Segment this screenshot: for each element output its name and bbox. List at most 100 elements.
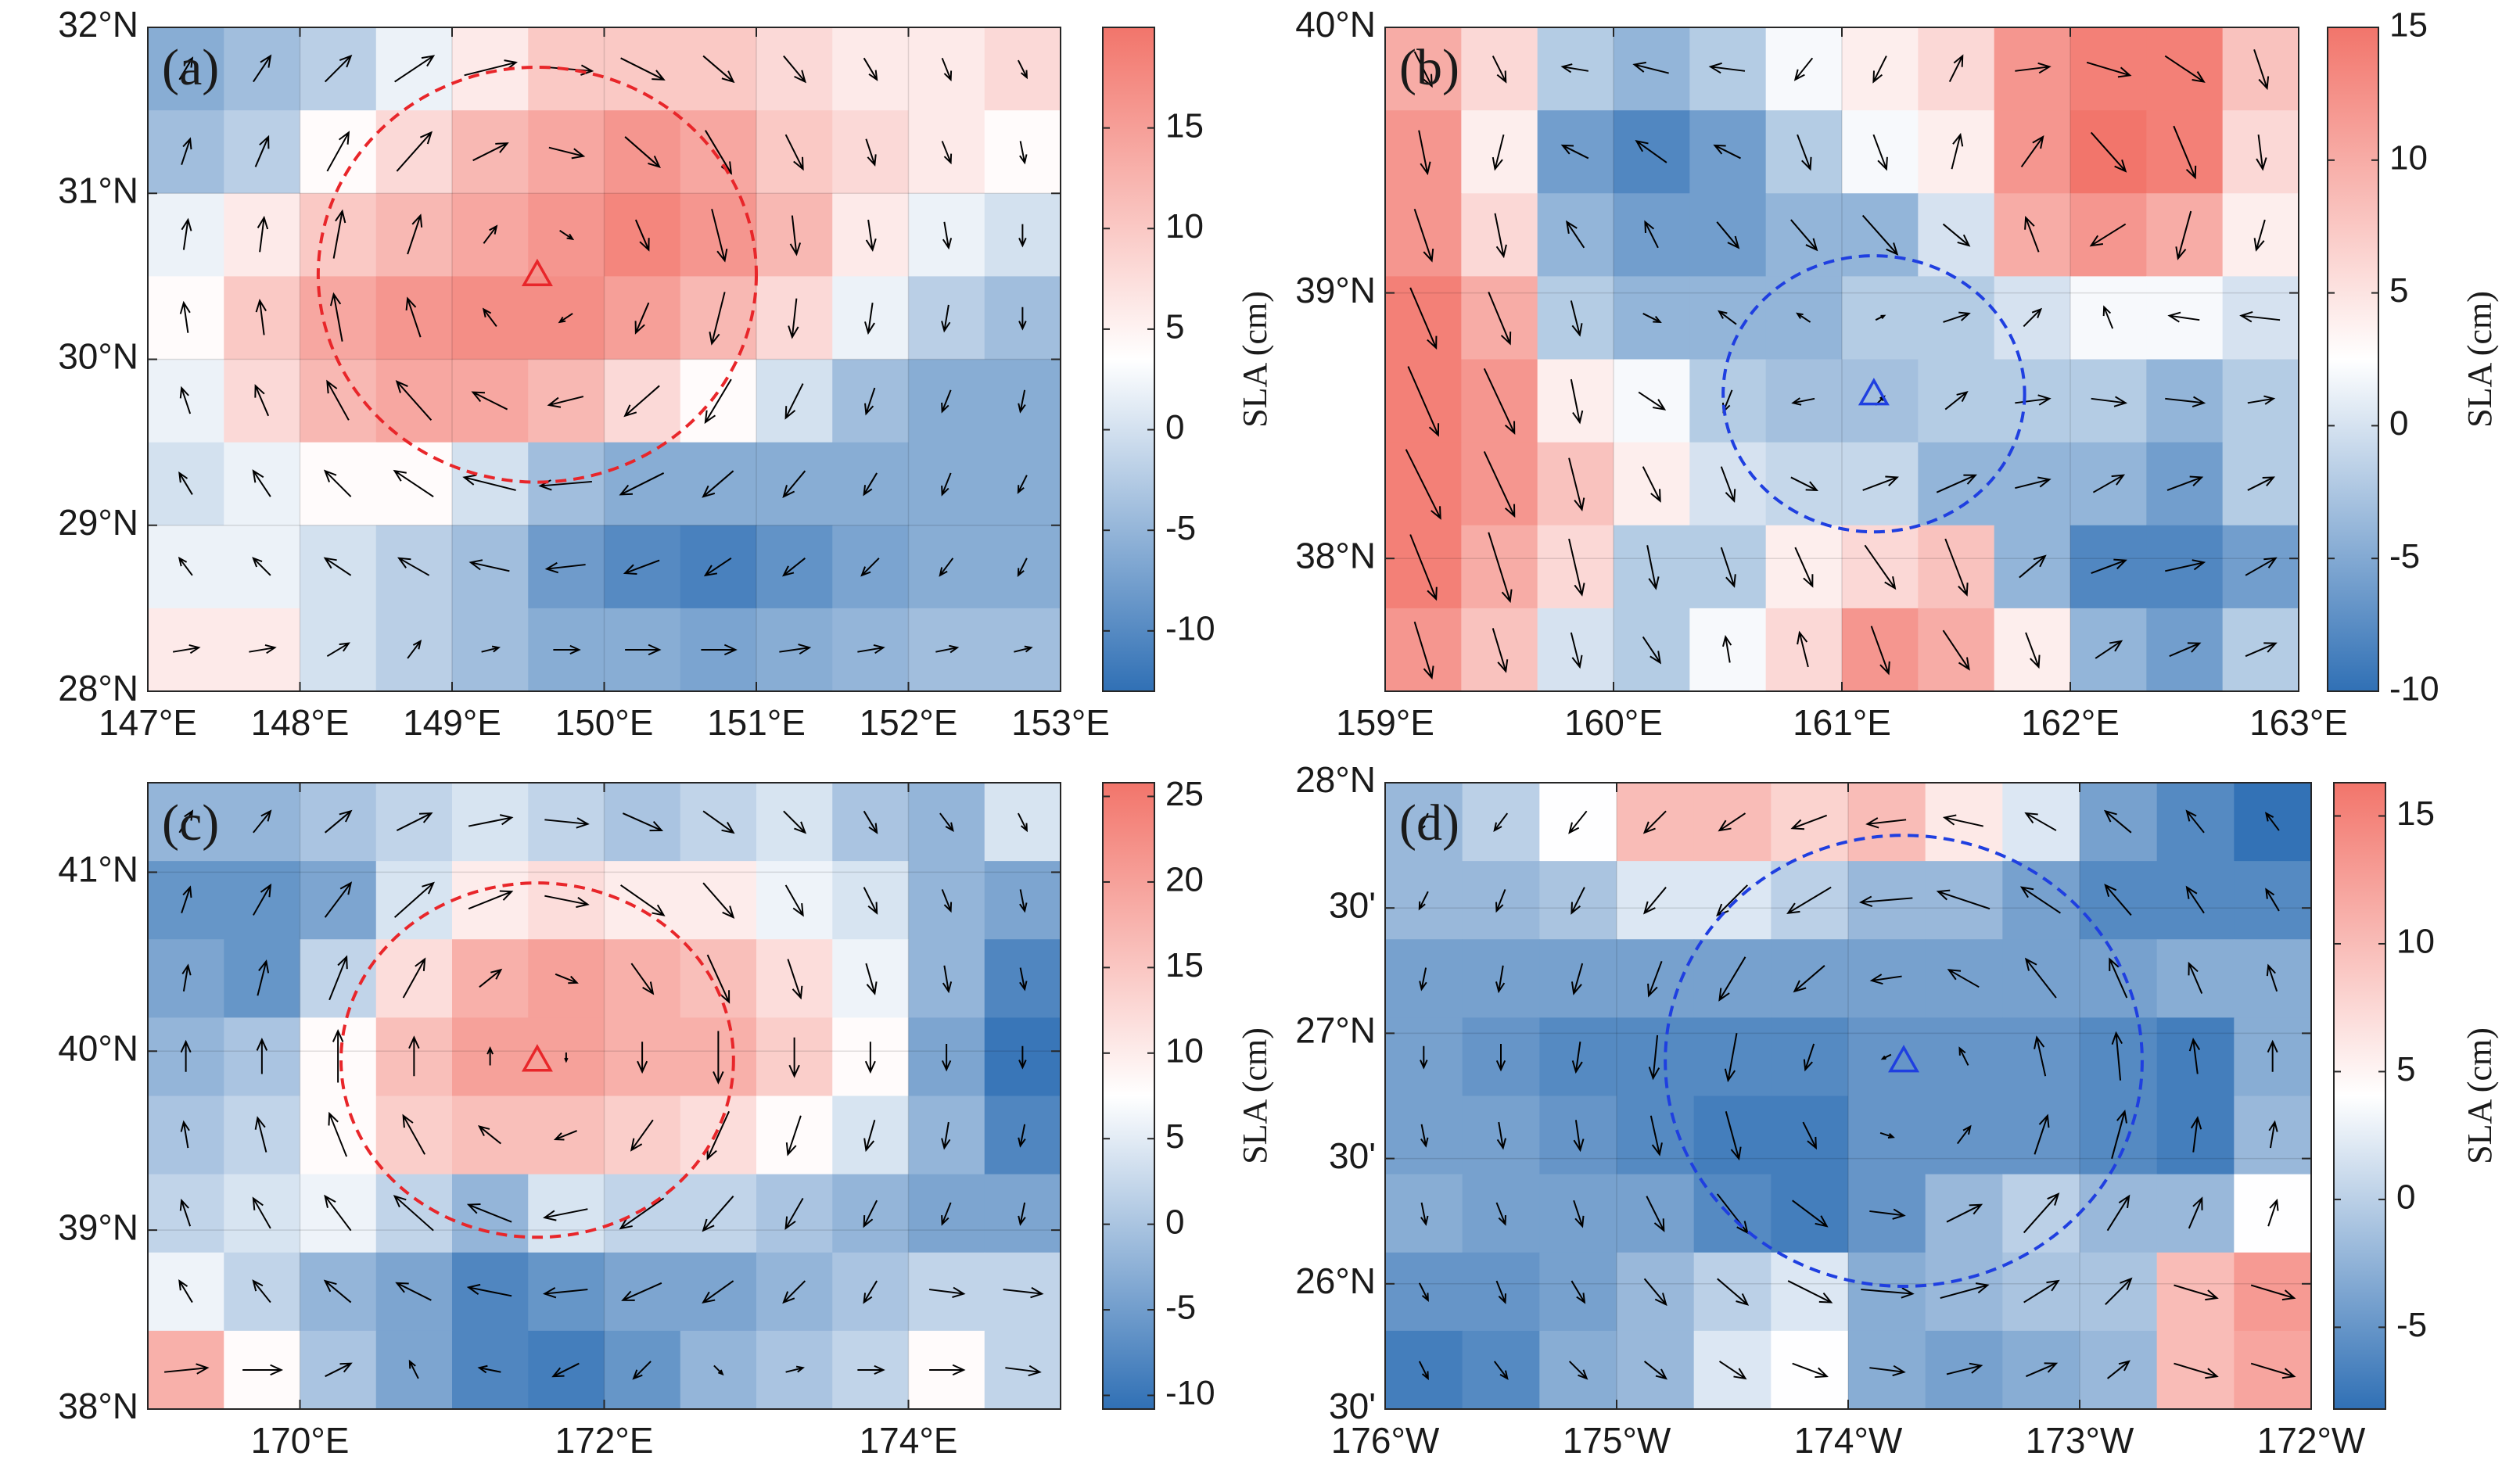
velocity-arrow [1708, 62, 1746, 74]
velocity-arrow [405, 296, 422, 338]
y-tick-label: 39°N [1295, 270, 1376, 310]
colorbar-tick-label: 5 [1165, 308, 1184, 346]
velocity-arrow [2019, 554, 2047, 579]
velocity-arrow [709, 292, 726, 346]
plot-area [1385, 783, 2311, 1409]
velocity-arrow [2024, 216, 2040, 253]
velocity-arrow [935, 644, 960, 654]
velocity-arrow [1483, 368, 1516, 436]
velocity-arrow [407, 213, 423, 255]
velocity-arrow [620, 57, 666, 81]
velocity-arrow [2019, 886, 2061, 914]
velocity-arrow [637, 1042, 648, 1074]
x-tick-label: 153°E [1011, 702, 1110, 743]
y-tick-label: 28°N [1295, 759, 1376, 800]
velocity-arrow [788, 298, 799, 339]
velocity-arrow [1018, 389, 1026, 414]
velocity-arrow [180, 1120, 190, 1149]
x-tick-label: 172°E [555, 1420, 654, 1461]
velocity-arrow [1418, 1361, 1429, 1381]
colorbar-label: SLA (cm) [1236, 1027, 1274, 1164]
colorbar-tick-label: 20 [1165, 861, 1204, 899]
velocity-arrow [1720, 547, 1736, 588]
eddy-center [1858, 378, 1890, 406]
eddy-boundary [1721, 254, 2026, 534]
velocity-arrow [328, 1111, 348, 1157]
velocity-arrow [1796, 312, 1811, 323]
velocity-arrow [256, 1038, 268, 1074]
velocity-arrow [1643, 1278, 1667, 1307]
velocity-arrow [1635, 140, 1667, 163]
velocity-arrow [328, 955, 348, 1001]
velocity-arrow [787, 959, 803, 1000]
velocity-arrow [941, 1121, 951, 1150]
colorbar-tick-label: -5 [1165, 1289, 1196, 1327]
velocity-arrow [2267, 1039, 2278, 1072]
velocity-arrow [1413, 208, 1434, 263]
velocity-arrow [2106, 1194, 2131, 1232]
velocity-arrow [1409, 534, 1438, 601]
colorbar-tick-label: 25 [1165, 775, 1204, 813]
velocity-arrow [1019, 889, 1028, 913]
velocity-arrow [1880, 1053, 1892, 1060]
velocity-arrow [2169, 642, 2202, 658]
velocity-arrow [860, 558, 880, 577]
velocity-arrow [1958, 1046, 1969, 1066]
velocity-arrow [483, 224, 498, 244]
velocity-arrow [1568, 457, 1585, 512]
velocity-arrow [702, 470, 734, 498]
velocity-arrow [2174, 1362, 2219, 1379]
velocity-arrow [254, 1116, 267, 1153]
velocity-arrow [1418, 130, 1431, 176]
velocity-arrow [2245, 557, 2278, 576]
colorbar-tick-label: 0 [1165, 408, 1184, 446]
velocity-arrow [1018, 307, 1027, 331]
velocity-arrow [2023, 307, 2043, 328]
velocity-arrow [702, 882, 735, 920]
velocity-arrow [865, 138, 877, 167]
velocity-arrow [254, 384, 270, 417]
x-tick-label: 160°E [1564, 702, 1663, 743]
velocity-arrow [1870, 626, 1890, 676]
velocity-arrow [1405, 449, 1441, 520]
panel-label: (b) [1399, 39, 1459, 96]
velocity-arrow [325, 1362, 353, 1378]
velocity-arrow [2239, 311, 2281, 323]
x-tick-label: 174°E [860, 1420, 958, 1461]
velocity-arrow [630, 1119, 654, 1152]
velocity-arrow [1488, 532, 1513, 604]
velocity-arrow [393, 469, 434, 498]
velocity-arrow [324, 1194, 352, 1232]
velocity-arrow [1568, 1361, 1588, 1380]
velocity-arrow [2025, 632, 2041, 669]
velocity-arrow [623, 385, 660, 418]
velocity-arrow [2102, 305, 2114, 329]
velocity-arrow [784, 884, 804, 917]
velocity-arrow [2268, 1120, 2278, 1149]
velocity-arrow [326, 642, 350, 658]
velocity-arrow [2250, 1362, 2296, 1379]
velocity-arrow [329, 292, 343, 342]
velocity-arrow [1946, 1362, 1983, 1375]
velocity-arrow [255, 299, 267, 335]
velocity-arrow [1862, 475, 1899, 491]
velocity-arrow [1936, 474, 1977, 493]
velocity-arrow [1718, 1361, 1747, 1380]
velocity-arrow [551, 1362, 580, 1378]
colorbar-tick-label: 10 [1165, 1031, 1204, 1070]
velocity-arrow [1560, 144, 1589, 160]
x-tick-label: 162°E [2021, 702, 2120, 743]
velocity-arrow [2092, 474, 2126, 493]
velocity-arrow [254, 134, 270, 167]
velocity-arrow [634, 302, 650, 335]
colorbar-tick-label: 0 [2389, 404, 2408, 443]
velocity-arrow [324, 809, 353, 834]
velocity-arrow [782, 1280, 806, 1304]
velocity-arrow [1573, 1200, 1585, 1228]
velocity-arrow [929, 1364, 966, 1376]
velocity-arrow [468, 814, 514, 827]
velocity-arrow [468, 559, 510, 572]
velocity-arrow [1643, 1361, 1667, 1380]
colorbar-tick-label: 10 [2389, 138, 2428, 177]
velocity-arrow [702, 1196, 734, 1232]
